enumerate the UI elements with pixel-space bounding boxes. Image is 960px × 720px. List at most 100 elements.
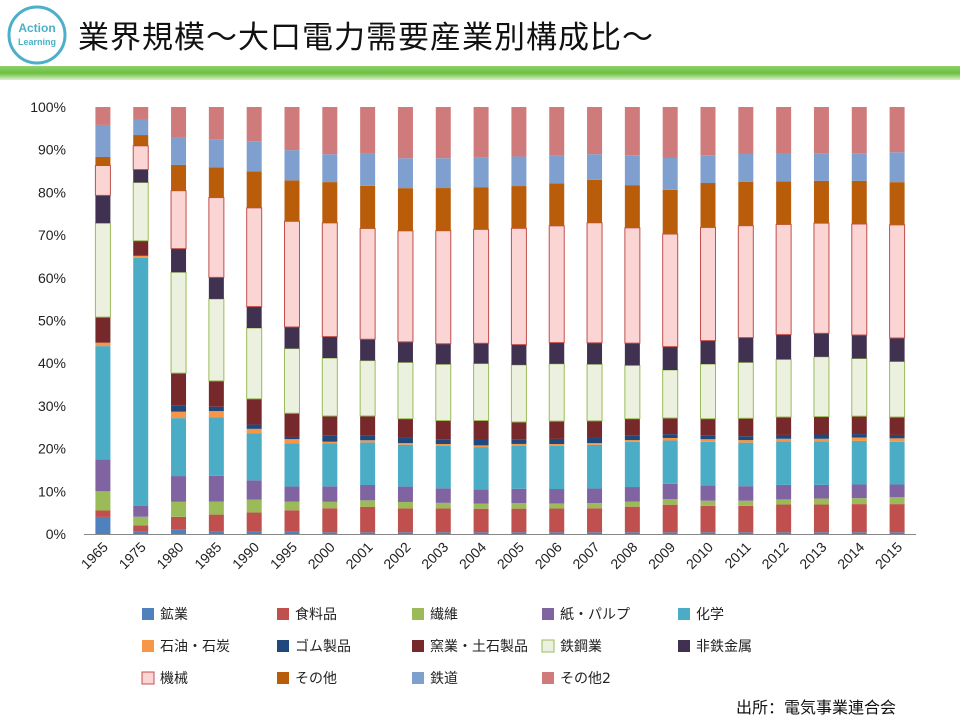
bar-segment bbox=[208, 411, 224, 418]
legend-label: 機械 bbox=[160, 671, 188, 687]
bar-segment bbox=[473, 532, 489, 534]
bar-segment bbox=[284, 180, 300, 222]
bar-segment bbox=[889, 484, 905, 498]
bar-segment bbox=[435, 502, 451, 509]
legend-item: ゴム製品 bbox=[277, 638, 351, 655]
bar-segment bbox=[700, 363, 716, 420]
bar-segment bbox=[322, 435, 338, 442]
legend-label: ゴム製品 bbox=[295, 638, 351, 655]
bar-segment bbox=[208, 514, 224, 532]
bar-stack-1980 bbox=[170, 107, 187, 534]
bar-stack-2009 bbox=[662, 107, 679, 534]
legend-item: その他2 bbox=[542, 671, 611, 687]
legend-item: 紙・パルプ bbox=[542, 607, 630, 623]
bar-segment bbox=[511, 508, 527, 533]
bar-stack-1990 bbox=[246, 107, 263, 534]
bar-segment bbox=[360, 440, 376, 443]
bar-segment bbox=[776, 504, 792, 533]
bar-segment bbox=[889, 182, 905, 225]
bar-segment bbox=[360, 153, 376, 186]
bar-segment bbox=[851, 358, 868, 417]
x-tick-label: 2012 bbox=[758, 539, 791, 572]
bar-segment bbox=[813, 434, 829, 439]
x-tick-label: 2009 bbox=[645, 539, 678, 572]
bar-segment bbox=[510, 227, 527, 346]
x-tick-label: 2004 bbox=[456, 539, 489, 572]
bar-segment bbox=[548, 225, 565, 344]
bar-series-group bbox=[94, 107, 906, 534]
bar-segment bbox=[738, 418, 754, 437]
bar-segment bbox=[435, 439, 451, 444]
legend-item: 鉄鋼業 bbox=[541, 639, 602, 655]
bar-segment bbox=[510, 364, 527, 423]
x-tick-label: 2005 bbox=[494, 539, 527, 572]
bar-segment bbox=[321, 222, 338, 338]
bar-segment bbox=[95, 459, 111, 492]
bar-segment bbox=[171, 411, 187, 419]
bar-segment bbox=[171, 137, 187, 165]
bar-segment bbox=[813, 416, 829, 435]
bar-segment bbox=[360, 415, 376, 436]
bar-segment bbox=[95, 346, 111, 460]
bar-segment bbox=[889, 504, 905, 533]
bar-stack-2013 bbox=[813, 107, 830, 534]
bar-segment bbox=[435, 230, 452, 345]
bar-segment bbox=[586, 222, 603, 344]
bar-segment bbox=[95, 491, 111, 511]
bar-segment bbox=[171, 405, 187, 412]
bar-segment bbox=[511, 156, 527, 187]
bar-segment bbox=[776, 441, 792, 485]
bar-segment bbox=[662, 369, 679, 419]
bar-segment bbox=[775, 223, 792, 336]
bar-segment bbox=[208, 197, 225, 278]
legend-label: 紙・パルプ bbox=[560, 607, 630, 623]
bar-segment bbox=[776, 153, 792, 182]
bar-stack-2003 bbox=[435, 107, 452, 534]
bar-segment bbox=[171, 248, 187, 273]
bar-segment bbox=[246, 398, 262, 425]
bar-segment bbox=[624, 343, 640, 366]
bar-segment bbox=[624, 487, 640, 502]
bar-segment bbox=[133, 169, 149, 183]
x-tick-label: 2007 bbox=[569, 539, 602, 572]
bar-segment bbox=[700, 107, 716, 156]
bar-segment bbox=[170, 190, 187, 250]
bar-segment bbox=[889, 224, 906, 339]
bar-stack-2000 bbox=[321, 107, 338, 534]
bar-segment bbox=[700, 441, 716, 486]
y-tick-label: 100% bbox=[30, 99, 66, 115]
bar-segment bbox=[246, 306, 262, 329]
bar-segment bbox=[889, 441, 905, 485]
legend-swatch bbox=[412, 640, 424, 652]
bar-segment bbox=[208, 531, 224, 534]
bar-segment bbox=[662, 499, 678, 505]
bar-segment bbox=[435, 343, 451, 365]
bar-segment bbox=[587, 532, 603, 534]
bar-segment bbox=[737, 361, 754, 419]
x-tick-label: 2010 bbox=[683, 539, 716, 572]
bar-segment bbox=[95, 516, 111, 534]
slide-title: 業界規模～大口電力需要産業別構成比～ bbox=[78, 20, 654, 56]
legend-swatch bbox=[277, 608, 289, 620]
x-tick-label: 1965 bbox=[78, 539, 111, 572]
bar-segment bbox=[473, 228, 490, 344]
legend-label: 食料品 bbox=[295, 606, 337, 623]
legend-swatch bbox=[678, 640, 690, 652]
bar-segment bbox=[435, 363, 452, 422]
bar-segment bbox=[738, 486, 754, 501]
bar-segment bbox=[397, 361, 414, 420]
legend-swatch bbox=[277, 672, 289, 684]
bar-segment bbox=[473, 439, 489, 446]
bar-segment bbox=[889, 417, 905, 435]
bar-segment bbox=[776, 181, 792, 225]
bar-segment bbox=[246, 141, 262, 172]
bar-segment bbox=[171, 164, 187, 191]
bar-segment bbox=[322, 441, 338, 444]
bar-segment bbox=[549, 107, 565, 156]
x-tick-label: 2014 bbox=[834, 539, 867, 572]
bar-segment bbox=[662, 107, 678, 158]
bar-segment bbox=[587, 107, 603, 155]
bar-segment bbox=[360, 339, 376, 361]
bar-stack-2015 bbox=[889, 107, 906, 534]
bar-segment bbox=[586, 363, 603, 422]
